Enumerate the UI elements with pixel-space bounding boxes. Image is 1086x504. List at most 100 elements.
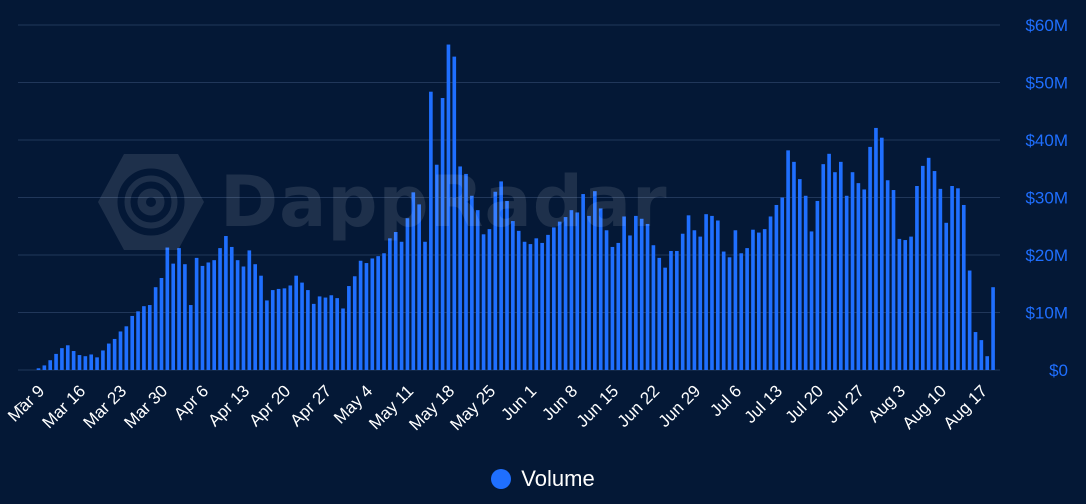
bar (768, 216, 773, 370)
bar (920, 165, 925, 370)
bar (352, 276, 357, 370)
x-tick-label: May 25 (446, 381, 499, 434)
bar (546, 234, 550, 370)
y-tick-label: $30M (1025, 189, 1068, 208)
bar (218, 248, 222, 370)
bar (323, 297, 328, 370)
bar (147, 305, 152, 370)
x-tick-label: Mar 30 (120, 381, 171, 432)
bar (194, 257, 199, 370)
bar (522, 241, 527, 370)
bar (446, 44, 451, 371)
x-tick-label: Jul 27 (823, 381, 869, 427)
bar (757, 232, 761, 370)
bar (844, 195, 849, 370)
bar (458, 166, 462, 370)
bar (915, 186, 919, 370)
bar (587, 215, 591, 370)
bar (329, 295, 334, 370)
bar (552, 227, 556, 370)
y-tick-label: $10M (1025, 304, 1068, 323)
x-tick-label: Apr 13 (204, 381, 253, 430)
bar (130, 315, 135, 370)
y-tick-label: $60M (1025, 16, 1068, 35)
bar (692, 230, 697, 370)
bar (657, 257, 662, 370)
bar (452, 56, 457, 370)
bar (991, 287, 995, 370)
bar (229, 246, 234, 370)
bar (487, 229, 492, 370)
bar (434, 164, 439, 370)
bar (593, 191, 597, 370)
bar (423, 241, 427, 370)
bar (604, 230, 609, 370)
legend-item-volume[interactable]: Volume (491, 466, 595, 492)
bar (311, 303, 316, 370)
bar (985, 356, 990, 370)
bar (265, 300, 269, 370)
bar (159, 278, 164, 370)
bar (774, 204, 779, 370)
bar (388, 238, 392, 370)
bar (124, 326, 129, 370)
bar (833, 172, 837, 370)
bar (856, 183, 861, 370)
bar (967, 270, 972, 370)
x-tick-label: Mar 23 (79, 381, 130, 432)
bar (961, 204, 966, 370)
bar (411, 192, 416, 370)
x-tick-label: Jun 22 (614, 381, 664, 431)
bar (118, 331, 123, 370)
bar (716, 220, 720, 370)
bar (751, 229, 755, 370)
bar (557, 221, 562, 370)
bar (253, 264, 257, 370)
bar (909, 236, 913, 370)
bar (598, 208, 603, 370)
bar (792, 161, 796, 370)
bar (259, 275, 263, 370)
y-tick-label: $20M (1025, 246, 1068, 265)
bar (101, 350, 105, 370)
bar (733, 230, 738, 370)
bar (347, 286, 351, 370)
bar (317, 296, 322, 370)
legend-swatch (491, 469, 512, 489)
bar (247, 250, 252, 370)
bar (710, 215, 714, 370)
bar (850, 172, 855, 370)
bar (171, 263, 176, 370)
bar (505, 200, 509, 370)
bar (370, 258, 375, 370)
bar (294, 275, 298, 370)
x-tick-label: Jul 6 (706, 381, 745, 420)
x-axis-start-tick (15, 401, 22, 407)
bar (71, 351, 76, 370)
bar (815, 200, 820, 370)
bar (335, 298, 339, 370)
bar (797, 179, 802, 370)
bar (77, 355, 82, 370)
bar (106, 343, 111, 370)
bar (270, 290, 275, 370)
bar (727, 257, 732, 370)
bar (60, 348, 64, 370)
bar (475, 210, 480, 370)
bar (897, 238, 902, 370)
bar (288, 285, 293, 370)
x-tick-label: Jun 15 (573, 381, 623, 431)
bar (142, 306, 146, 370)
bar (440, 98, 445, 371)
bar (481, 234, 486, 370)
bar (885, 180, 890, 370)
bar (241, 266, 246, 370)
bar (903, 240, 908, 370)
x-tick-label: Apr 27 (286, 381, 335, 430)
y-tick-label: $0 (1049, 361, 1068, 380)
bar (499, 181, 503, 370)
bar (680, 233, 685, 370)
bar (675, 250, 679, 370)
